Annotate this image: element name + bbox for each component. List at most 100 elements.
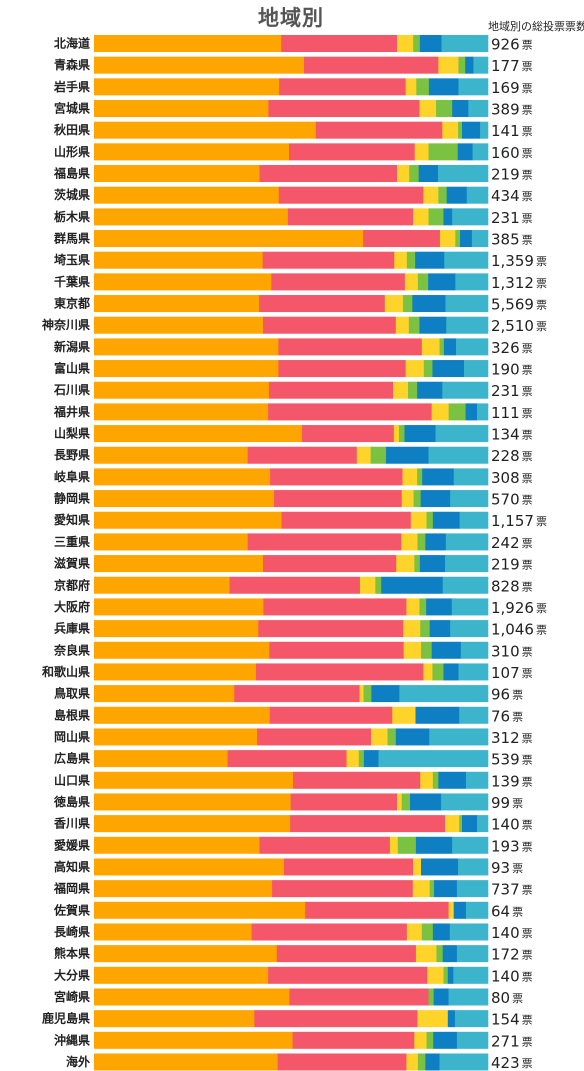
bar-segment [94,511,282,529]
prefecture-label: 長野県 [54,447,90,462]
total-votes-label: 107 票 [491,664,533,682]
bar-row: 愛知県 1,157 票 [54,511,547,530]
prefecture-label: 鳥取県 [54,686,90,701]
total-votes-label: 80 票 [491,989,523,1007]
bar-segment [259,165,398,183]
bar-segment [402,295,413,313]
bar-row: 新潟県 326 票 [54,338,533,357]
total-votes-label: 926 票 [491,36,533,54]
bar-row: 滋賀県 219 票 [54,555,533,574]
bar-segment [268,966,428,984]
bar-row: 山形県 160 票 [54,143,533,162]
total-votes-label: 2,510 票 [491,317,547,335]
bar-segment [277,1053,407,1071]
bar-row: 長野県 228 票 [54,446,533,465]
bar-segment [421,641,432,659]
bar-row: 茨城県 434 票 [54,186,533,205]
prefecture-label: 愛媛県 [54,837,90,852]
bar-segment [432,663,444,681]
bar-segment [426,598,453,616]
bar-segment [438,186,447,204]
bar-row: 福井県 111 票 [53,403,533,422]
bar-segment [94,446,248,464]
bar-segment [268,403,432,421]
bar-row: 鹿児島県 154 票 [42,1010,533,1029]
bar-segment [94,641,270,659]
bar-segment [363,750,379,768]
bar-row: 兵庫県 1,046 票 [54,620,547,639]
bar-segment [406,251,416,269]
bar-segment [419,555,446,573]
bar-segment [413,858,422,876]
bar-segment [422,468,455,486]
bar-segment [259,295,386,313]
bar-segment [466,186,489,204]
bar-segment [417,1053,426,1071]
bar-segment [431,403,449,421]
bar-segment [445,815,460,833]
bar-segment [426,511,434,529]
bar-segment [420,490,451,508]
bar-segment [434,880,458,898]
bar-segment [363,685,372,703]
bar-segment [428,446,489,464]
bar-row: 岩手県 169 票 [53,78,533,97]
bar-segment [401,490,414,508]
bar-segment [442,945,458,963]
bar-segment [453,901,467,919]
total-votes-label: 1,926 票 [491,599,547,617]
bar-segment [274,490,403,508]
total-votes-label: 1,157 票 [491,512,547,530]
bar-segment [405,78,417,96]
bar-segment [370,728,388,746]
total-votes-label: 308 票 [491,469,533,487]
bar-segment [428,78,459,96]
bar-segment [263,316,397,334]
bar-segment [447,1010,456,1028]
bar-row: 富山県 190 票 [54,360,533,379]
bar-row: 熊本県 172 票 [54,945,533,964]
bar-row: 愛媛県 193 票 [54,836,533,855]
bar-segment [94,815,291,833]
bar-segment [412,295,446,313]
bar-segment [413,490,421,508]
total-votes-label: 134 票 [491,426,533,444]
bar-row: 海外 423 票 [66,1053,533,1071]
bar-row: 奈良県 310 票 [53,641,533,660]
bar-segment [443,663,459,681]
bar-segment [432,771,439,789]
total-votes-label: 434 票 [491,187,533,205]
bar-segment [94,468,271,486]
bar-segment [255,663,424,681]
bar-segment [302,425,395,443]
bar-segment [94,728,258,746]
bar-segment [247,446,358,464]
total-votes-label: 139 票 [491,772,533,790]
bar-segment [234,685,360,703]
bar-segment [442,381,489,399]
bar-segment [428,273,456,291]
bar-segment [446,316,489,334]
bar-segment [410,511,427,529]
bar-segment [94,273,272,291]
bar-segment [456,880,489,898]
bar-segment [427,966,444,984]
total-votes-label: 231 票 [491,382,533,400]
bar-segment [258,620,404,638]
bar-segment [420,620,430,638]
bar-segment [450,490,489,508]
bar-row: 岐阜県 308 票 [54,468,533,487]
total-votes-label: 172 票 [491,946,533,964]
bar-segment [94,78,280,96]
bar-segment [272,880,414,898]
prefecture-label: 京都府 [54,577,90,592]
bar-row: 三重県 242 票 [54,533,533,552]
bar-segment [257,728,372,746]
bar-segment [462,815,478,833]
bar-row: 宮崎県 80 票 [54,988,523,1007]
bar-segment [419,35,442,52]
bar-segment [371,685,400,703]
bar-segment [436,100,453,118]
bar-segment [94,706,271,724]
bar-segment [94,381,270,399]
